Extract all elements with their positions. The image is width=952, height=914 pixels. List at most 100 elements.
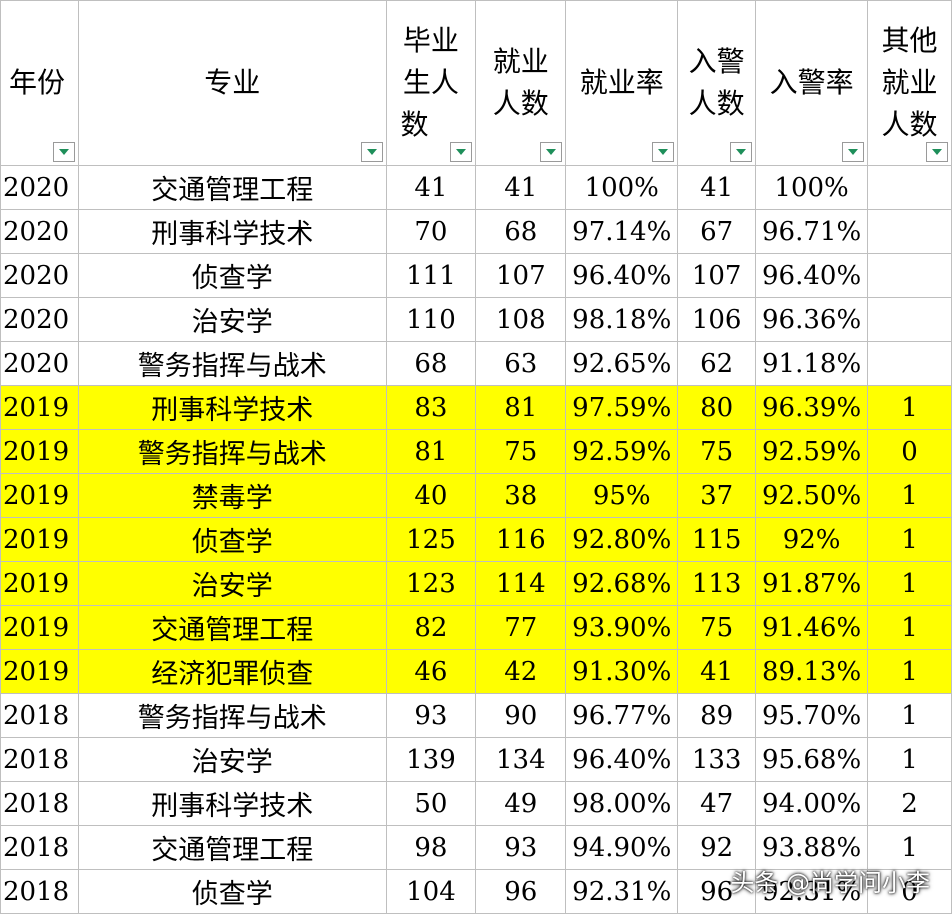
employed-cell[interactable]: 38 [475, 473, 567, 518]
major-cell[interactable]: 经济犯罪侦查 [77, 649, 387, 694]
police-rate-cell[interactable]: 100% [755, 165, 869, 210]
graduates-cell[interactable]: 83 [385, 385, 477, 430]
major-cell[interactable]: 侦查学 [77, 869, 387, 914]
graduates-cell[interactable]: 139 [385, 737, 477, 782]
other-employed-cell[interactable] [867, 341, 952, 386]
other-employed-cell[interactable]: 1 [867, 605, 952, 650]
graduates-cell[interactable]: 111 [385, 253, 477, 298]
graduates-cell[interactable]: 104 [385, 869, 477, 914]
employed-cell[interactable]: 116 [475, 517, 567, 562]
police-rate-cell[interactable]: 94.00% [755, 781, 869, 826]
other-employed-cell[interactable]: 2 [867, 781, 952, 826]
major-cell[interactable]: 侦查学 [77, 253, 387, 298]
police-rate-cell[interactable]: 89.13% [755, 649, 869, 694]
other-employed-cell[interactable]: 0 [867, 869, 952, 914]
police-entry-cell[interactable]: 47 [677, 781, 757, 826]
year-cell[interactable]: 2018 [0, 693, 79, 738]
major-cell[interactable]: 刑事科学技术 [77, 209, 387, 254]
major-cell[interactable]: 交通管理工程 [77, 165, 387, 210]
employed-cell[interactable]: 114 [475, 561, 567, 606]
employed-cell[interactable]: 77 [475, 605, 567, 650]
other-employed-cell[interactable] [867, 209, 952, 254]
graduates-cell[interactable]: 81 [385, 429, 477, 474]
filter-dropdown-graduates-icon[interactable] [450, 142, 473, 162]
police-rate-cell[interactable]: 91.18% [755, 341, 869, 386]
police-rate-cell[interactable]: 92.50% [755, 473, 869, 518]
year-cell[interactable]: 2019 [0, 561, 79, 606]
employed-cell[interactable]: 134 [475, 737, 567, 782]
other-employed-cell[interactable]: 1 [867, 385, 952, 430]
major-cell[interactable]: 侦查学 [77, 517, 387, 562]
employment-rate-cell[interactable]: 97.14% [565, 209, 679, 254]
filter-dropdown-police-rate-icon[interactable] [842, 142, 865, 162]
year-cell[interactable]: 2020 [0, 297, 79, 342]
year-cell[interactable]: 2018 [0, 869, 79, 914]
filter-dropdown-other-icon[interactable] [926, 142, 948, 162]
police-entry-cell[interactable]: 80 [677, 385, 757, 430]
other-employed-cell[interactable]: 1 [867, 649, 952, 694]
employment-rate-cell[interactable]: 97.59% [565, 385, 679, 430]
filter-dropdown-major-icon[interactable] [360, 142, 383, 162]
police-rate-cell[interactable]: 96.71% [755, 209, 869, 254]
year-cell[interactable]: 2018 [0, 781, 79, 826]
police-entry-cell[interactable]: 92 [677, 825, 757, 870]
police-rate-cell[interactable]: 91.46% [755, 605, 869, 650]
graduates-cell[interactable]: 40 [385, 473, 477, 518]
police-entry-cell[interactable]: 41 [677, 165, 757, 210]
other-employed-cell[interactable]: 1 [867, 737, 952, 782]
major-cell[interactable]: 警务指挥与战术 [77, 341, 387, 386]
employed-cell[interactable]: 42 [475, 649, 567, 694]
major-cell[interactable]: 刑事科学技术 [77, 781, 387, 826]
employed-cell[interactable]: 90 [475, 693, 567, 738]
employment-rate-cell[interactable]: 98.18% [565, 297, 679, 342]
employed-cell[interactable]: 75 [475, 429, 567, 474]
employment-rate-cell[interactable]: 96.40% [565, 737, 679, 782]
employment-rate-cell[interactable]: 96.77% [565, 693, 679, 738]
graduates-cell[interactable]: 41 [385, 165, 477, 210]
police-entry-cell[interactable]: 41 [677, 649, 757, 694]
police-entry-cell[interactable]: 133 [677, 737, 757, 782]
year-cell[interactable]: 2018 [0, 737, 79, 782]
other-employed-cell[interactable]: 1 [867, 517, 952, 562]
major-cell[interactable]: 警务指挥与战术 [77, 429, 387, 474]
year-cell[interactable]: 2019 [0, 429, 79, 474]
police-entry-cell[interactable]: 96 [677, 869, 757, 914]
year-cell[interactable]: 2019 [0, 605, 79, 650]
graduates-cell[interactable]: 68 [385, 341, 477, 386]
employment-rate-cell[interactable]: 95% [565, 473, 679, 518]
major-cell[interactable]: 刑事科学技术 [77, 385, 387, 430]
year-cell[interactable]: 2018 [0, 825, 79, 870]
year-cell[interactable]: 2019 [0, 517, 79, 562]
police-entry-cell[interactable]: 67 [677, 209, 757, 254]
police-entry-cell[interactable]: 89 [677, 693, 757, 738]
filter-dropdown-employed-icon[interactable] [540, 142, 563, 162]
employed-cell[interactable]: 63 [475, 341, 567, 386]
police-entry-cell[interactable]: 62 [677, 341, 757, 386]
employed-cell[interactable]: 49 [475, 781, 567, 826]
employed-cell[interactable]: 96 [475, 869, 567, 914]
graduates-cell[interactable]: 82 [385, 605, 477, 650]
police-rate-cell[interactable]: 95.70% [755, 693, 869, 738]
year-cell[interactable]: 2019 [0, 649, 79, 694]
employment-rate-cell[interactable]: 92.31% [565, 869, 679, 914]
police-rate-cell[interactable]: 96.39% [755, 385, 869, 430]
other-employed-cell[interactable] [867, 165, 952, 210]
employment-rate-cell[interactable]: 91.30% [565, 649, 679, 694]
graduates-cell[interactable]: 50 [385, 781, 477, 826]
employment-rate-cell[interactable]: 98.00% [565, 781, 679, 826]
police-rate-cell[interactable]: 92% [755, 517, 869, 562]
police-rate-cell[interactable]: 95.68% [755, 737, 869, 782]
employed-cell[interactable]: 81 [475, 385, 567, 430]
year-cell[interactable]: 2019 [0, 385, 79, 430]
filter-dropdown-year-icon[interactable] [52, 142, 75, 162]
filter-dropdown-police-entry-icon[interactable] [730, 142, 753, 162]
graduates-cell[interactable]: 93 [385, 693, 477, 738]
employment-rate-cell[interactable]: 92.59% [565, 429, 679, 474]
year-cell[interactable]: 2020 [0, 165, 79, 210]
police-entry-cell[interactable]: 106 [677, 297, 757, 342]
graduates-cell[interactable]: 110 [385, 297, 477, 342]
police-rate-cell[interactable]: 91.87% [755, 561, 869, 606]
employed-cell[interactable]: 68 [475, 209, 567, 254]
major-cell[interactable]: 治安学 [77, 561, 387, 606]
employed-cell[interactable]: 108 [475, 297, 567, 342]
